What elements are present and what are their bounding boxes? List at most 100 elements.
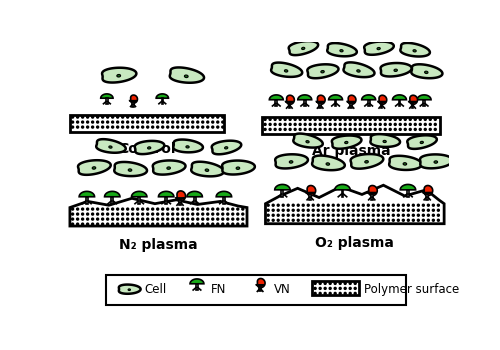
Circle shape	[272, 204, 275, 207]
Circle shape	[364, 128, 367, 131]
Circle shape	[374, 128, 377, 131]
Circle shape	[272, 214, 275, 217]
Ellipse shape	[184, 75, 188, 78]
Circle shape	[91, 125, 94, 129]
Bar	[350, 103, 352, 108]
Circle shape	[236, 222, 240, 226]
Ellipse shape	[128, 169, 132, 171]
Circle shape	[306, 209, 310, 212]
Circle shape	[146, 212, 150, 216]
Circle shape	[101, 125, 104, 129]
Polygon shape	[400, 43, 430, 56]
Circle shape	[116, 208, 119, 211]
Polygon shape	[380, 63, 412, 76]
Circle shape	[408, 128, 412, 131]
Circle shape	[334, 287, 337, 290]
Circle shape	[176, 125, 180, 129]
Bar	[276, 100, 277, 106]
Circle shape	[176, 208, 180, 211]
Ellipse shape	[326, 163, 330, 165]
Circle shape	[166, 217, 170, 221]
Circle shape	[334, 123, 337, 126]
Circle shape	[106, 116, 110, 119]
Circle shape	[126, 217, 130, 221]
Circle shape	[241, 217, 244, 221]
Circle shape	[358, 123, 362, 126]
Circle shape	[406, 209, 410, 212]
Ellipse shape	[340, 50, 343, 52]
Circle shape	[264, 118, 267, 121]
Circle shape	[86, 222, 90, 226]
Circle shape	[364, 123, 367, 126]
Circle shape	[362, 209, 365, 212]
Circle shape	[346, 204, 350, 207]
Circle shape	[116, 212, 119, 216]
Bar	[196, 284, 198, 290]
Circle shape	[286, 218, 290, 222]
Bar	[70, 115, 224, 132]
Ellipse shape	[92, 167, 96, 169]
Circle shape	[141, 212, 144, 216]
Circle shape	[156, 125, 160, 129]
Circle shape	[406, 204, 410, 207]
Circle shape	[206, 212, 210, 216]
Circle shape	[106, 120, 110, 124]
Circle shape	[141, 208, 144, 211]
Circle shape	[348, 292, 352, 295]
Circle shape	[352, 214, 355, 217]
Circle shape	[302, 209, 305, 212]
Bar	[312, 281, 358, 295]
Circle shape	[171, 116, 174, 119]
Circle shape	[131, 120, 134, 124]
Circle shape	[422, 204, 425, 207]
Circle shape	[424, 118, 427, 121]
Circle shape	[394, 128, 397, 131]
Bar	[342, 190, 344, 197]
Circle shape	[344, 287, 347, 290]
Circle shape	[186, 120, 190, 124]
Circle shape	[422, 214, 425, 217]
Circle shape	[201, 212, 204, 216]
Polygon shape	[170, 68, 204, 83]
Circle shape	[226, 212, 230, 216]
Circle shape	[368, 118, 372, 121]
Polygon shape	[308, 64, 338, 78]
Polygon shape	[216, 191, 232, 197]
Polygon shape	[271, 63, 302, 77]
Bar	[398, 100, 400, 106]
Circle shape	[186, 222, 190, 226]
Circle shape	[91, 212, 94, 216]
Polygon shape	[378, 102, 386, 103]
Circle shape	[288, 128, 292, 131]
Polygon shape	[102, 68, 136, 83]
Circle shape	[352, 218, 355, 222]
Circle shape	[111, 212, 114, 216]
Polygon shape	[286, 102, 293, 103]
Circle shape	[86, 212, 90, 216]
Circle shape	[306, 218, 310, 222]
Circle shape	[121, 208, 124, 211]
Circle shape	[392, 218, 395, 222]
Circle shape	[304, 118, 307, 121]
Circle shape	[356, 204, 360, 207]
Circle shape	[362, 204, 365, 207]
Circle shape	[126, 222, 130, 226]
Circle shape	[348, 282, 352, 285]
Circle shape	[288, 123, 292, 126]
Circle shape	[362, 218, 365, 222]
Circle shape	[304, 123, 307, 126]
Circle shape	[328, 118, 332, 121]
Circle shape	[358, 128, 362, 131]
Circle shape	[151, 217, 154, 221]
Circle shape	[356, 214, 360, 217]
Circle shape	[196, 217, 200, 221]
Circle shape	[382, 209, 385, 212]
Circle shape	[412, 218, 415, 222]
Circle shape	[296, 209, 300, 212]
Circle shape	[322, 209, 325, 212]
Circle shape	[356, 218, 360, 222]
Circle shape	[176, 212, 180, 216]
Circle shape	[131, 217, 134, 221]
Circle shape	[322, 218, 325, 222]
Bar	[371, 195, 372, 200]
